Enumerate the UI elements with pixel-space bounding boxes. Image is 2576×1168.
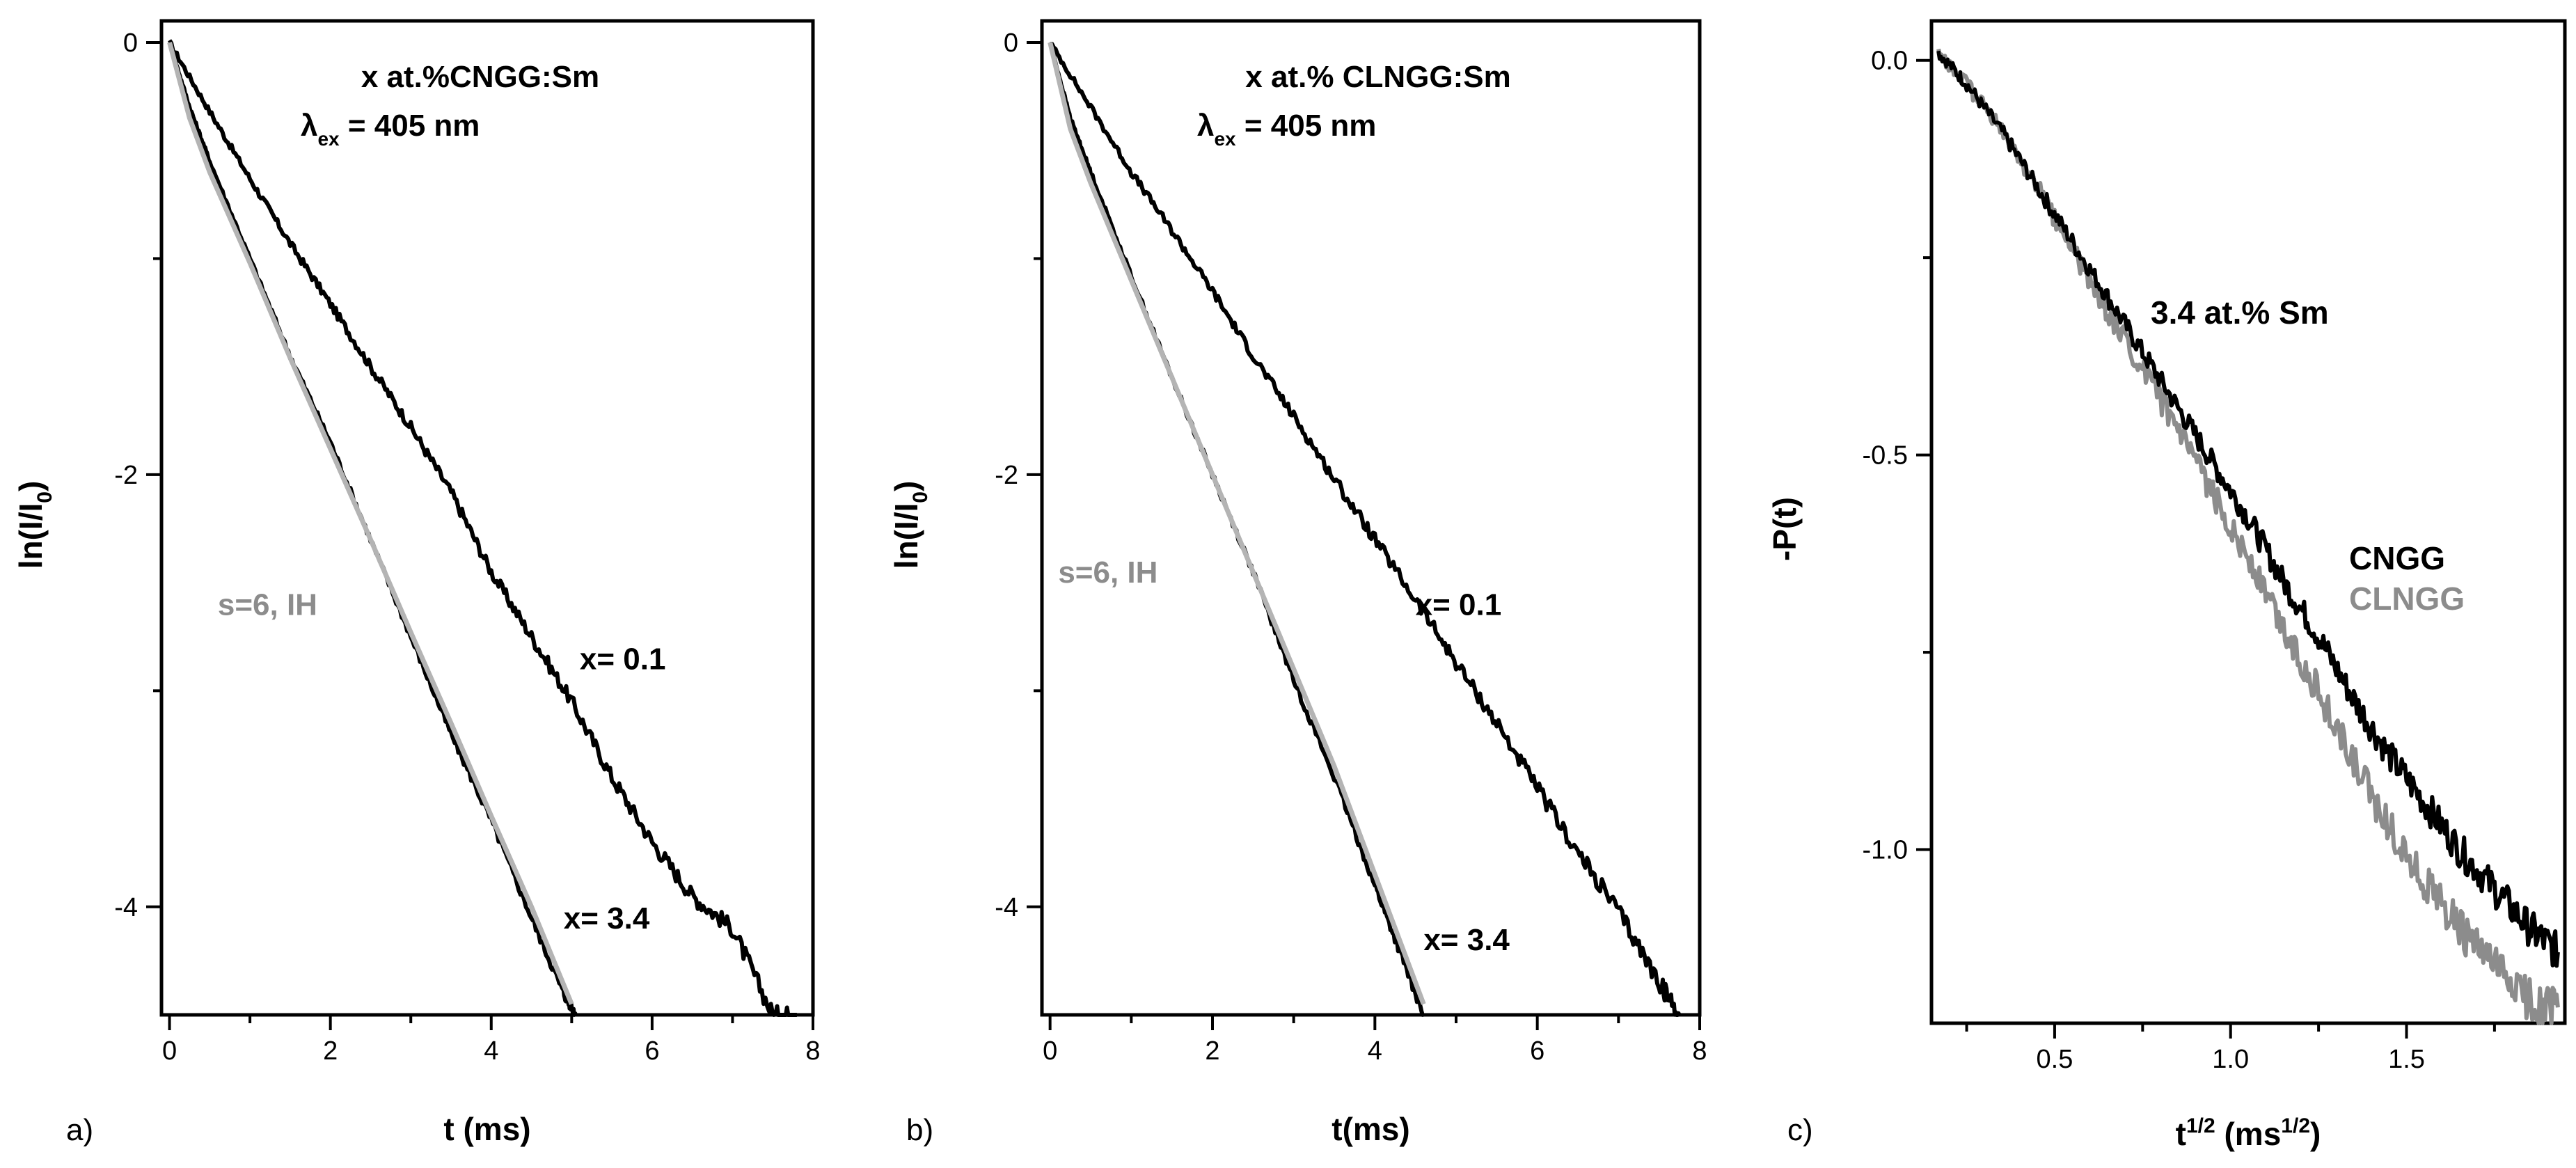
- series-line-s-6-ih: [167, 42, 574, 1005]
- y-axis-label: ln(I/I0): [888, 481, 932, 569]
- x-tick-label: 1.5: [2388, 1045, 2425, 1074]
- y-axis-label: ln(I/I0): [13, 481, 56, 569]
- series-line-clngg: [1936, 48, 2560, 1025]
- panel-title: x at.%CNGG:Sm: [361, 60, 599, 94]
- curve-annotation: x= 3.4: [564, 901, 650, 936]
- plot-frame-b: [1040, 19, 1702, 1017]
- lambda-symbol: λ: [301, 109, 317, 143]
- legend-entry-cngg: CNGG: [2349, 540, 2445, 576]
- y-tick-label: -2: [114, 461, 138, 490]
- x-axis-label: t(ms): [1332, 1111, 1409, 1147]
- x-label-main: t: [2176, 1116, 2186, 1152]
- x-tick-label: 4: [484, 1036, 498, 1066]
- panel-c: 0.5 1.0 1.5 0.0 -0.5 -1.0 3.4 at.% Sm CNGG CLNGG…: [1767, 19, 2567, 1152]
- x-tick-label: 4: [1368, 1036, 1382, 1066]
- x-axis-label: t (ms): [443, 1111, 530, 1147]
- x-tick-label: 0: [162, 1036, 177, 1066]
- curve-annotation: s=6, IH: [1058, 555, 1157, 590]
- panel-label: a): [66, 1113, 93, 1147]
- y-tick-label: -2: [995, 461, 1018, 490]
- panel-label: c): [1787, 1113, 1813, 1147]
- y-label-subscript: 0: [909, 491, 932, 503]
- lambda-subscript: ex: [1214, 128, 1236, 150]
- curve-annotation: x= 0.1: [580, 642, 666, 676]
- panel-b: 0 2 4 6 8 0 -2 -4 x at.% CLNGG:Sm λex = 405 nm s=6…: [888, 19, 1707, 1147]
- series-line-s-6-ih: [1048, 42, 1426, 1005]
- curve-annotation: s=6, IH: [218, 588, 317, 622]
- panel-title: x at.% CLNGG:Sm: [1245, 60, 1510, 94]
- y-label-end: ): [13, 481, 49, 491]
- y-tick-label: 0: [1004, 29, 1018, 58]
- y-tick-label: -4: [995, 893, 1018, 922]
- y-tick-label: -1.0: [1863, 836, 1908, 865]
- x-tick-label: 2: [1205, 1036, 1219, 1066]
- y-tick-label: 0: [123, 29, 138, 58]
- x-tick-label: 8: [805, 1036, 820, 1066]
- y-label-subscript: 0: [33, 491, 56, 503]
- x-tick-label: 2: [323, 1036, 338, 1066]
- panel-label: b): [906, 1113, 933, 1147]
- y-label-main: ln(I/I: [888, 503, 924, 569]
- y-label-end: ): [888, 481, 924, 491]
- lambda-symbol: λ: [1197, 109, 1214, 143]
- x-label-end: ): [2310, 1116, 2321, 1152]
- x-label-units: (ms: [2215, 1116, 2282, 1152]
- series-line-cngg: [1936, 50, 2560, 968]
- curve-annotation: x= 3.4: [1423, 923, 1510, 957]
- plot-frame-a: [159, 19, 815, 1017]
- x-axis-label: t1/2 (ms1/2): [2176, 1114, 2321, 1152]
- x-tick-label: 0.5: [2037, 1045, 2073, 1074]
- series-line-x-0-1: [168, 39, 798, 1017]
- panel-a: 0 2 4 6 8 0 -2 -4 x at.%CNGG:Sm λex = 405 nm s=6, …: [13, 19, 821, 1147]
- x-label-superscript: 1/2: [2186, 1114, 2215, 1137]
- x-label-units-superscript: 1/2: [2281, 1114, 2310, 1137]
- legend-entry-clngg: CLNGG: [2349, 581, 2465, 617]
- x-tick-label: 0: [1043, 1036, 1057, 1066]
- sample-annotation: 3.4 at.% Sm: [2151, 294, 2329, 331]
- y-tick-label: -0.5: [1863, 441, 1908, 471]
- x-tick-label: 8: [1692, 1036, 1707, 1066]
- x-tick-label: 1.0: [2212, 1045, 2249, 1074]
- curve-annotation: x= 0.1: [1416, 588, 1502, 622]
- y-label-main: ln(I/I: [13, 503, 49, 569]
- x-tick-label: 6: [1530, 1036, 1544, 1066]
- x-tick-label: 6: [645, 1036, 659, 1066]
- lambda-value: = 405 nm: [340, 109, 480, 143]
- lambda-subscript: ex: [317, 128, 340, 150]
- excitation-wavelength: λex = 405 nm: [1197, 109, 1376, 150]
- lambda-value: = 405 nm: [1236, 109, 1377, 143]
- series-line-x-0-1: [1049, 42, 1682, 1017]
- series-line-cngg-top: [1936, 50, 2560, 968]
- excitation-wavelength: λex = 405 nm: [301, 109, 480, 150]
- y-tick-label: 0.0: [1871, 47, 1908, 76]
- y-axis-label: -P(t): [1767, 497, 1803, 561]
- plot-frame-c: [1929, 19, 2567, 1025]
- y-tick-label: -4: [114, 893, 138, 922]
